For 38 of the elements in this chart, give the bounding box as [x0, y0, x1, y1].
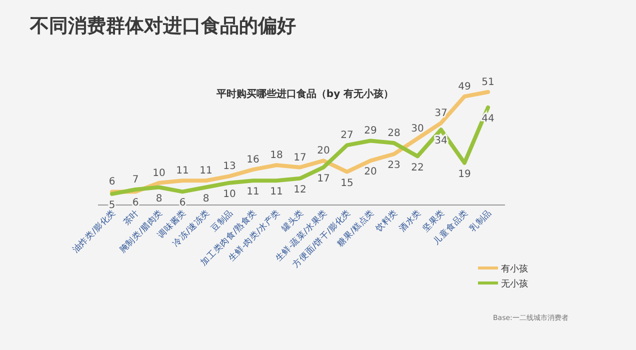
data-label: 15	[340, 178, 354, 189]
x-tick-label: 乳制品	[467, 207, 494, 234]
data-label: 20	[317, 146, 330, 157]
x-tick-label: 酒水类	[396, 207, 424, 234]
data-label: 11	[246, 186, 260, 198]
data-label: 23	[388, 160, 400, 172]
data-label: 16	[246, 154, 260, 166]
data-label: 20	[364, 166, 377, 178]
chart-subtitle: 平时购买哪些进口食品（by 有无小孩）	[215, 88, 394, 100]
data-label: 11	[270, 186, 283, 198]
data-label: 49	[458, 81, 471, 92]
data-label: 37	[434, 108, 448, 120]
data-label: 11	[200, 166, 212, 177]
data-label: 10	[223, 188, 236, 200]
data-label: 30	[411, 124, 424, 135]
data-label: 10	[152, 168, 166, 179]
data-label: 18	[270, 150, 283, 162]
data-label: 27	[340, 130, 354, 142]
legend-label: 有小孩	[501, 264, 528, 274]
data-label: 12	[294, 184, 306, 196]
data-label: 17	[317, 173, 330, 184]
data-label: 28	[388, 128, 400, 139]
data-label: 8	[202, 193, 210, 204]
legend-label: 无小孩	[501, 278, 528, 290]
data-label: 51	[482, 77, 494, 88]
data-label: 8	[156, 193, 162, 204]
chart-title: 不同消费群体对进口食品的偏好	[29, 15, 296, 37]
data-label: 7	[132, 174, 139, 186]
x-tick-label: 油炸类/膨化类	[70, 207, 118, 256]
data-label: 6	[108, 176, 116, 188]
data-label: 19	[458, 168, 471, 180]
data-label: 13	[223, 161, 236, 172]
data-label: 11	[176, 166, 189, 177]
x-tick-label: 茶叶	[121, 207, 142, 228]
data-label: 17	[294, 152, 306, 164]
data-label: 34	[434, 136, 448, 147]
data-label: 29	[364, 126, 377, 137]
data-label: 22	[411, 162, 424, 174]
